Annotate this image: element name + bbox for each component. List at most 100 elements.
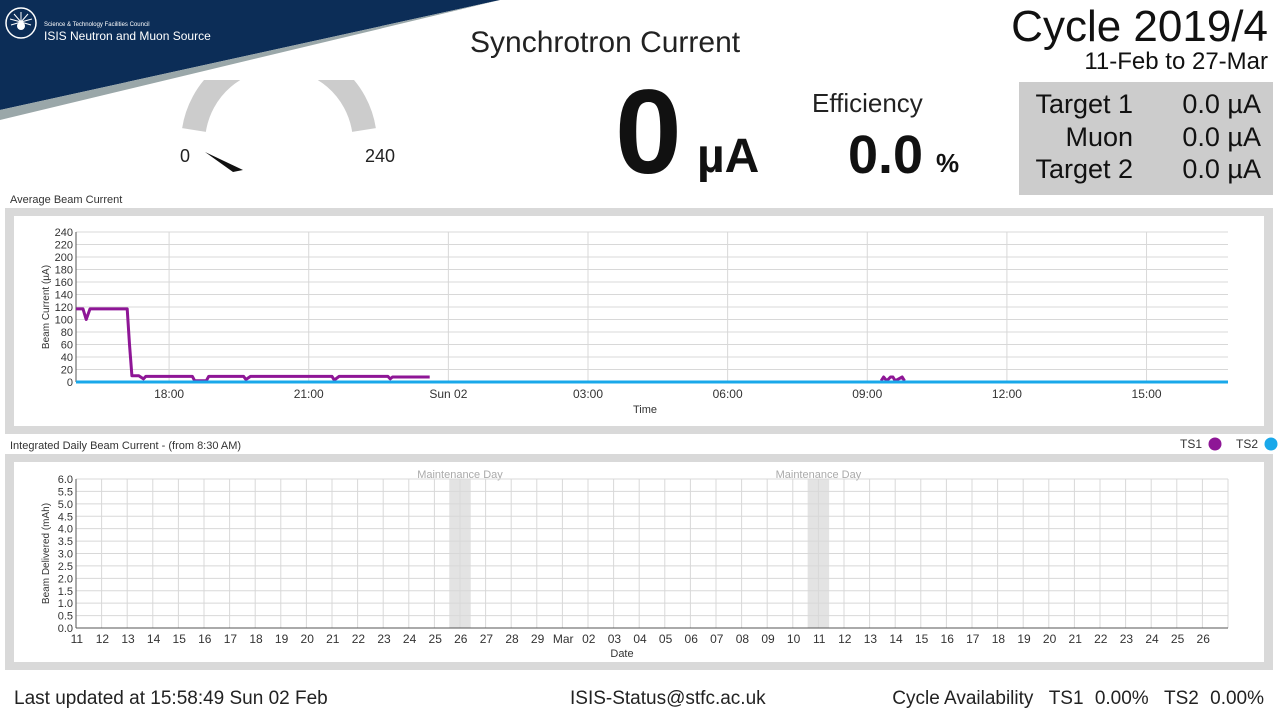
x-tick-label: 07 xyxy=(710,632,724,646)
y-tick-label: 180 xyxy=(55,265,73,277)
y-tick-label: 3.5 xyxy=(58,536,73,548)
last-updated: Last updated at 15:58:49 Sun 02 Feb xyxy=(14,688,328,709)
y-tick-label: 3.0 xyxy=(58,549,73,561)
y-axis-label: Beam Delivered (mAh) xyxy=(41,503,52,604)
x-tick-label: 12:00 xyxy=(992,387,1022,401)
y-tick-label: 5.5 xyxy=(58,486,73,498)
y-tick-label: 0 xyxy=(67,377,73,389)
y-tick-label: 5.0 xyxy=(58,499,73,511)
efficiency-label: Efficiency xyxy=(812,88,923,118)
cycle-dates: 11-Feb to 27-Mar xyxy=(1084,48,1268,75)
average-beam-chart-title: Average Beam Current xyxy=(10,194,123,206)
x-tick-label: 15 xyxy=(915,632,929,646)
target-value: 0.0 µA xyxy=(1182,89,1261,119)
x-tick-label: 26 xyxy=(454,632,468,646)
ts1-dot-icon xyxy=(1208,437,1222,451)
x-tick-label: 28 xyxy=(505,632,519,646)
x-tick-label: 09:00 xyxy=(852,387,882,401)
availability-ts2-label: TS2 xyxy=(1163,688,1199,709)
x-tick-label: 06:00 xyxy=(713,387,743,401)
x-tick-label: 22 xyxy=(352,632,366,646)
synchrotron-current-value: 0 xyxy=(615,65,682,199)
y-tick-label: 2.0 xyxy=(58,573,73,585)
x-tick-label: 27 xyxy=(480,632,494,646)
legend-ts2-label: TS2 xyxy=(1236,437,1259,451)
x-tick-label: 25 xyxy=(429,632,443,646)
x-tick-label: 20 xyxy=(301,632,315,646)
y-tick-label: 220 xyxy=(55,240,73,252)
y-tick-label: 120 xyxy=(55,302,73,314)
x-tick-label: Sun 02 xyxy=(429,387,467,401)
x-tick-label: 23 xyxy=(1120,632,1134,646)
y-tick-label: 200 xyxy=(55,252,73,264)
x-axis-label: Time xyxy=(633,404,657,416)
gauge-min-label: 0 xyxy=(180,146,191,166)
cycle-availability: Cycle Availability TS1 0.00% TS2 0.00% xyxy=(892,688,1264,710)
series-line-ts1 xyxy=(879,375,906,383)
x-tick-label: 11 xyxy=(813,632,826,646)
efficiency-value: 0.0 xyxy=(848,125,924,185)
target-value: 0.0 µA xyxy=(1182,122,1261,152)
contact-email-link[interactable]: ISIS-Status@stfc.ac.uk xyxy=(570,688,766,709)
target-row: Muon 0.0 µA xyxy=(1019,122,1273,154)
x-tick-label: 03:00 xyxy=(573,387,603,401)
y-tick-label: 1.0 xyxy=(58,598,73,610)
current-gauge xyxy=(182,80,376,172)
y-tick-label: 1.5 xyxy=(58,586,73,598)
y-tick-label: 0.0 xyxy=(58,623,73,635)
gauge-max-label: 240 xyxy=(365,146,396,166)
efficiency-unit: % xyxy=(936,148,960,178)
x-tick-label: 22 xyxy=(1094,632,1108,646)
y-tick-label: 6.0 xyxy=(58,474,73,486)
x-tick-label: 23 xyxy=(377,632,391,646)
x-tick-label: 10 xyxy=(787,632,801,646)
ts2-dot-icon xyxy=(1264,437,1278,451)
x-tick-label: 25 xyxy=(1171,632,1185,646)
x-tick-label: 17 xyxy=(966,632,980,646)
y-tick-label: 4.0 xyxy=(58,524,73,536)
targets-panel: Target 1 0.0 µA Muon 0.0 µA Target 2 0.0… xyxy=(1019,82,1273,195)
x-tick-label: 13 xyxy=(864,632,878,646)
x-tick-label: 15:00 xyxy=(1132,387,1162,401)
gauge-needle xyxy=(205,152,243,172)
x-tick-label: 18 xyxy=(992,632,1006,646)
x-tick-label: 18 xyxy=(249,632,263,646)
y-tick-label: 0.5 xyxy=(58,611,73,623)
cycle-title: Cycle 2019/4 xyxy=(1011,2,1268,51)
x-tick-label: 17 xyxy=(224,632,238,646)
target-name: Target 2 xyxy=(1035,154,1133,184)
x-tick-label: 06 xyxy=(685,632,699,646)
target-row: Target 1 0.0 µA xyxy=(1019,89,1273,121)
x-tick-label: 21:00 xyxy=(294,387,324,401)
x-axis-label: Date xyxy=(610,648,633,660)
x-tick-label: 04 xyxy=(633,632,647,646)
legend-ts1: TS1 xyxy=(1180,437,1222,451)
y-tick-label: 100 xyxy=(55,315,73,327)
target-value: 0.0 µA xyxy=(1182,154,1261,184)
y-axis-label: Beam Current (µA) xyxy=(41,265,52,349)
maintenance-label: Maintenance Day xyxy=(776,469,862,481)
x-tick-label: 26 xyxy=(1197,632,1211,646)
availability-ts1-label: TS1 xyxy=(1048,688,1084,709)
x-tick-label: 24 xyxy=(1145,632,1159,646)
x-tick-label: 03 xyxy=(608,632,622,646)
x-tick-label: 29 xyxy=(531,632,545,646)
page-title: Synchrotron Current xyxy=(470,26,741,59)
x-tick-label: 12 xyxy=(838,632,852,646)
x-tick-label: 02 xyxy=(582,632,596,646)
y-tick-label: 160 xyxy=(55,277,73,289)
x-tick-label: 15 xyxy=(173,632,187,646)
y-tick-label: 2.5 xyxy=(58,561,73,573)
x-tick-label: 08 xyxy=(736,632,750,646)
x-tick-label: 19 xyxy=(1017,632,1031,646)
x-tick-label: 18:00 xyxy=(154,387,184,401)
y-tick-label: 240 xyxy=(55,227,73,239)
y-tick-label: 80 xyxy=(61,327,73,339)
x-tick-label: 14 xyxy=(147,632,161,646)
target-name: Muon xyxy=(1065,122,1133,152)
isis-logo-icon xyxy=(5,7,37,39)
availability-label: Cycle Availability xyxy=(892,688,1034,709)
x-tick-label: 16 xyxy=(941,632,955,646)
y-tick-label: 20 xyxy=(61,365,73,377)
